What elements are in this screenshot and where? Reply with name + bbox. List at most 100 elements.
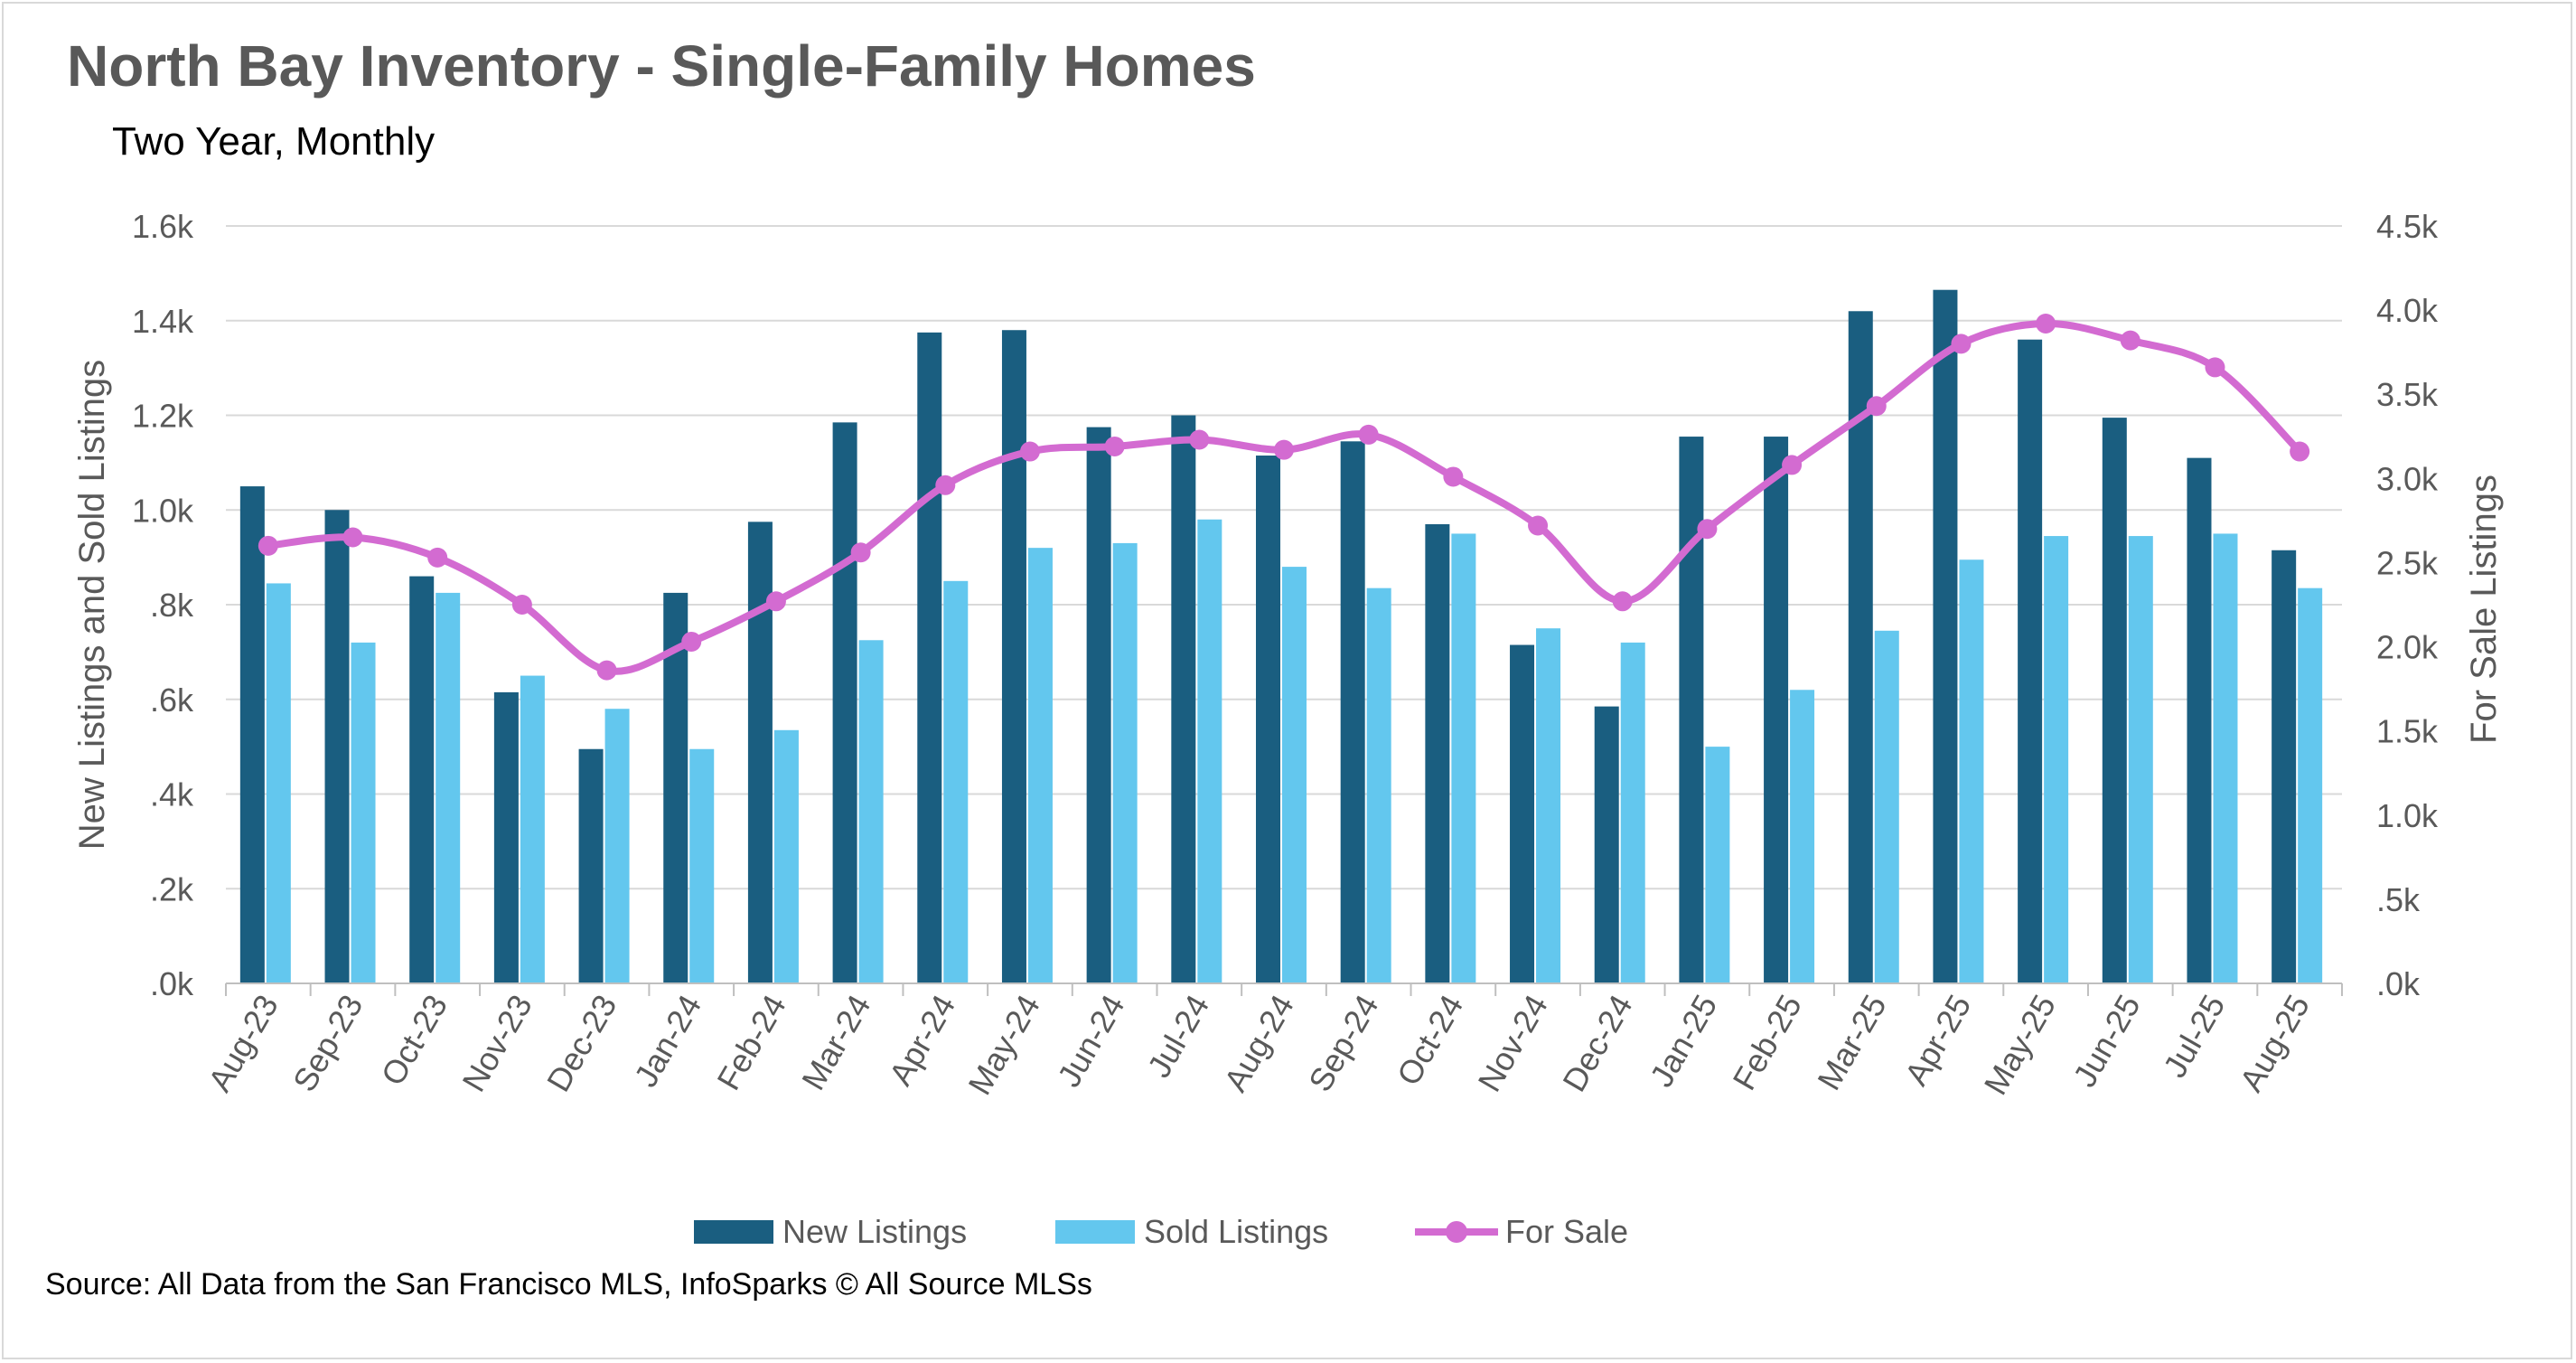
x-tick-label: Oct-24 — [1390, 989, 1471, 1092]
y-tick-label: 1.4k — [132, 303, 194, 340]
sold-listings-bar — [266, 583, 291, 983]
x-tick-label: Jan-24 — [627, 989, 709, 1094]
y-tick-label: .0k — [150, 965, 194, 1002]
sold-listings-bar — [1705, 747, 1730, 983]
y2-tick-label: 3.5k — [2376, 376, 2439, 413]
x-tick-label: Nov-24 — [1470, 989, 1555, 1098]
x-tick-label: Aug-23 — [201, 989, 286, 1098]
new-listings-bar — [1256, 456, 1280, 983]
for-sale-point — [1951, 334, 1972, 354]
x-tick-label: Dec-23 — [539, 989, 624, 1098]
sold-listings-bar — [1451, 533, 1476, 983]
new-listings-bar — [324, 510, 350, 983]
new-listings-bar — [1340, 441, 1365, 983]
for-sale-point — [2290, 441, 2310, 462]
x-tick-label: Apr-25 — [1897, 989, 1979, 1092]
sold-listings-bar — [1027, 548, 1053, 983]
x-tick-label: Sep-24 — [1301, 989, 1386, 1098]
x-tick-label: Jun-25 — [2065, 989, 2148, 1094]
sold-listings-bar — [1620, 642, 1645, 983]
for-sale-point — [1782, 455, 1803, 475]
x-tick-label: Mar-25 — [1810, 989, 1894, 1096]
sold-listings-bar — [2213, 533, 2238, 983]
x-tick-label: May-25 — [1977, 989, 2064, 1101]
for-sale-point — [596, 660, 617, 681]
sold-listings-bar — [604, 709, 630, 983]
x-tick-label: Jun-24 — [1050, 989, 1132, 1094]
for-sale-point — [1866, 396, 1887, 417]
sold-listings-bar — [1536, 628, 1561, 983]
sold-listings-bar — [1959, 559, 1984, 983]
for-sale-point — [935, 475, 956, 495]
for-sale-point — [258, 535, 278, 556]
new-listings-bar — [2187, 457, 2212, 983]
y2-tick-label: 1.0k — [2376, 797, 2439, 834]
x-tick-label: Apr-24 — [882, 989, 963, 1092]
new-listings-bar — [1171, 415, 1196, 983]
x-tick-label: Feb-25 — [1725, 989, 1809, 1096]
sold-listings-bar — [2298, 588, 2323, 983]
x-tick-label: Aug-24 — [1216, 989, 1301, 1098]
y2-tick-label: .0k — [2376, 965, 2421, 1002]
y-axis-title: New Listings and Sold Listings — [72, 360, 112, 851]
x-tick-label: Feb-24 — [709, 989, 793, 1096]
new-listings-bar — [2018, 339, 2043, 983]
for-sale-point — [1274, 439, 1294, 460]
sold-listings-bar — [520, 675, 545, 983]
y2-tick-label: 4.0k — [2376, 292, 2439, 329]
for-sale-point — [2120, 330, 2140, 351]
new-listings-bar — [409, 576, 435, 983]
for-sale-point — [1612, 591, 1633, 612]
y2-tick-label: 2.5k — [2376, 544, 2439, 581]
sold-listings-bar — [773, 729, 799, 983]
x-tick-label: Jan-25 — [1643, 989, 1725, 1094]
new-listings-bar — [663, 592, 688, 983]
for-sale-point — [1019, 441, 1040, 462]
x-tick-label: Sep-23 — [286, 989, 370, 1098]
y2-tick-label: 3.0k — [2376, 460, 2439, 497]
sold-listings-bar — [858, 640, 884, 983]
sold-listings-bar — [2128, 536, 2153, 983]
sold-listings-bar — [1790, 690, 1815, 983]
new-listings-bar — [1086, 427, 1111, 983]
new-listings-bar — [1764, 437, 1789, 984]
legend: New Listings Sold Listings For Sale — [694, 1213, 1628, 1250]
new-listings-bar — [1933, 289, 1958, 983]
new-listings-bar — [239, 486, 265, 983]
new-listings-bar — [1425, 523, 1450, 983]
sold-listings-bar — [2044, 536, 2069, 983]
legend-label-for-sale: For Sale — [1505, 1213, 1628, 1250]
new-listings-bar — [2102, 418, 2127, 983]
legend-marker-for-sale — [1446, 1221, 1467, 1243]
x-tick-label: Jul-24 — [1140, 989, 1217, 1084]
new-listings-bar — [1594, 706, 1619, 983]
sold-listings-bar — [1112, 542, 1138, 983]
for-sale-point — [765, 591, 786, 612]
sold-listings-bar — [436, 592, 461, 983]
sold-listings-bar — [943, 580, 969, 983]
sold-listings-bar — [351, 642, 376, 983]
y-tick-label: .2k — [150, 870, 194, 907]
new-listings-bar — [578, 748, 604, 983]
for-sale-point — [1697, 519, 1718, 540]
for-sale-line — [258, 314, 2310, 681]
sold-listings-bar — [1197, 519, 1222, 983]
chart-title: North Bay Inventory - Single-Family Home… — [67, 33, 1256, 99]
source-note: Source: All Data from the San Francisco … — [45, 1267, 1092, 1302]
y-tick-label: .8k — [150, 587, 194, 624]
for-sale-point — [1104, 436, 1125, 456]
y-tick-label: .6k — [150, 682, 194, 719]
y-tick-label: 1.6k — [132, 208, 194, 245]
sold-listings-bar — [1282, 567, 1307, 983]
x-tick-label: Oct-23 — [374, 989, 455, 1092]
new-listings-bar — [2272, 550, 2297, 983]
new-listings-bar — [493, 691, 519, 983]
x-tick-label: May-24 — [960, 989, 1047, 1101]
y2-tick-label: 2.0k — [2376, 629, 2439, 666]
x-tick-label: Mar-24 — [794, 989, 878, 1096]
for-sale-point — [1443, 466, 1464, 487]
new-listings-bar — [832, 422, 857, 983]
new-listings-bar — [1001, 330, 1026, 984]
sold-listings-bar — [1874, 630, 1899, 983]
